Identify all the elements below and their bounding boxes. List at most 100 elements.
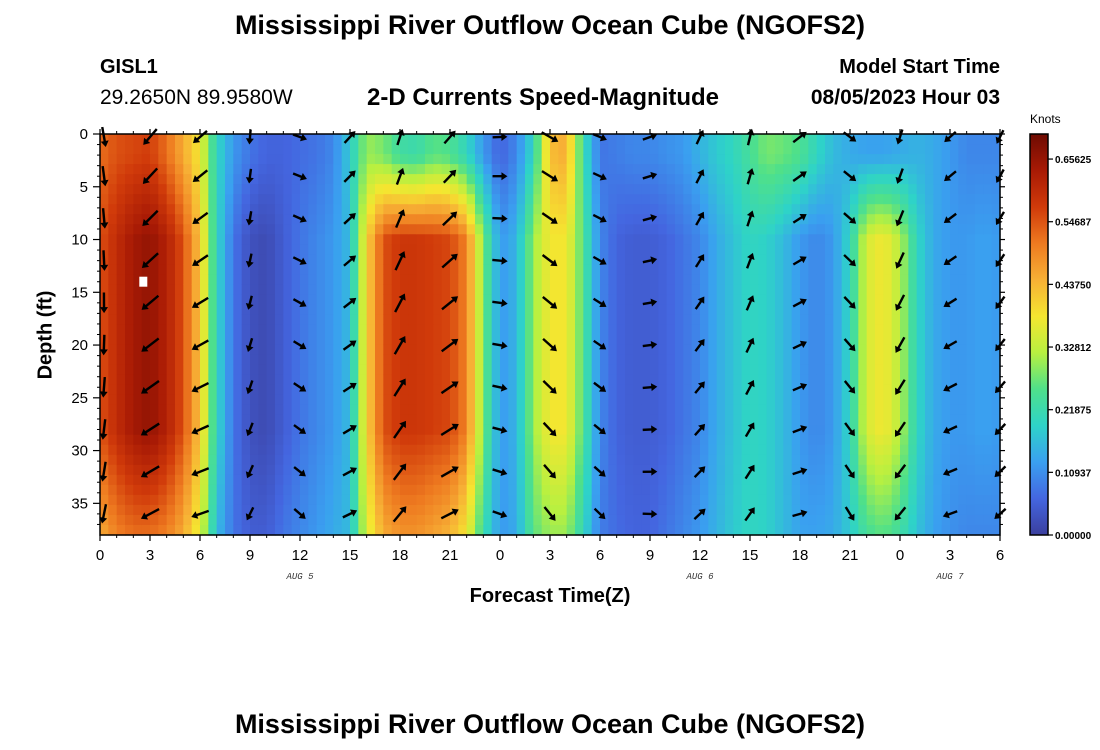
heatmap-cell <box>525 364 534 376</box>
heatmap-cell <box>725 194 734 205</box>
heatmap-cell <box>200 364 209 376</box>
heatmap-cell <box>833 224 843 235</box>
heatmap-cell <box>141 224 151 235</box>
heatmap-cell <box>100 154 109 165</box>
heatmap-cell <box>825 294 834 306</box>
heatmap-cell <box>225 514 234 526</box>
heatmap-cell <box>633 344 643 356</box>
heatmap-cell <box>516 454 526 466</box>
heatmap-cell <box>616 304 626 316</box>
heatmap-cell <box>425 454 434 466</box>
heatmap-cell <box>875 444 884 456</box>
heatmap-cell <box>575 464 584 476</box>
heatmap-cell <box>900 424 909 436</box>
heatmap-cell <box>475 474 484 486</box>
heatmap-cell <box>908 444 918 456</box>
heatmap-cell <box>800 414 809 426</box>
heatmap-cell <box>500 284 509 296</box>
heatmap-cell <box>758 414 768 426</box>
heatmap-cell <box>283 474 293 486</box>
heatmap-cell <box>991 194 1001 205</box>
heatmap-cell <box>791 444 801 456</box>
heatmap-cell <box>466 274 476 285</box>
heatmap-cell <box>250 244 259 255</box>
heatmap-cell <box>841 414 851 426</box>
heatmap-cell <box>250 414 259 426</box>
heatmap-cell <box>283 464 293 476</box>
heatmap-cell <box>700 474 709 486</box>
heatmap-cell <box>616 444 626 456</box>
heatmap-cell <box>625 344 634 356</box>
heatmap-cell <box>308 404 318 416</box>
heatmap-cell <box>666 444 676 456</box>
heatmap-cell <box>150 154 159 165</box>
heatmap-cell <box>166 144 176 155</box>
heatmap-cell <box>583 454 593 466</box>
heatmap-cell <box>991 494 1001 506</box>
heatmap-cell <box>341 214 351 225</box>
heatmap-cell <box>625 234 634 245</box>
heatmap-cell <box>375 194 384 205</box>
heatmap-cell <box>558 464 568 476</box>
heatmap-cell <box>250 274 259 285</box>
heatmap-cell <box>283 364 293 376</box>
heatmap-cell <box>266 474 276 486</box>
heatmap-cell <box>975 394 984 406</box>
heatmap-cell <box>383 254 393 265</box>
heatmap-cell <box>708 134 718 145</box>
heatmap-cell <box>650 274 659 285</box>
heatmap-cell <box>825 524 834 536</box>
heatmap-cell <box>391 184 401 195</box>
date-label: AUG 6 <box>685 572 714 582</box>
heatmap-cell <box>108 494 118 506</box>
heatmap-cell <box>625 144 634 155</box>
heatmap-cell <box>316 264 326 275</box>
heatmap-cell <box>141 464 151 476</box>
x-tick-label: 0 <box>496 547 504 564</box>
heatmap-cell <box>816 164 826 175</box>
heatmap-cell <box>858 494 868 506</box>
heatmap-cell <box>250 224 259 235</box>
heatmap-cell <box>583 384 593 396</box>
heatmap-cell <box>741 204 751 215</box>
heatmap-cell <box>850 254 859 265</box>
heatmap-cell <box>183 334 193 346</box>
heatmap-cell <box>991 234 1001 245</box>
heatmap-cell <box>800 184 809 195</box>
heatmap-cell <box>775 354 784 366</box>
heatmap-cell <box>991 414 1001 426</box>
heatmap-cell <box>425 154 434 165</box>
heatmap-cell <box>116 344 126 356</box>
heatmap-cell <box>158 174 168 185</box>
heatmap-cell <box>858 194 868 205</box>
heatmap-cell <box>183 484 193 496</box>
heatmap-cell <box>325 444 334 456</box>
heatmap-cell <box>475 134 484 145</box>
heatmap-cell <box>791 344 801 356</box>
heatmap-cell <box>283 384 293 396</box>
heatmap-cell <box>850 394 859 406</box>
heatmap-cell <box>158 464 168 476</box>
heatmap-cell <box>241 504 251 516</box>
heatmap-cell <box>483 214 493 225</box>
heatmap-cell <box>533 144 543 155</box>
x-tick-label: 18 <box>392 547 409 564</box>
heatmap-cell <box>825 414 834 426</box>
heatmap-cell <box>141 194 151 205</box>
heatmap-cell <box>933 524 943 536</box>
heatmap-cell <box>391 294 401 306</box>
heatmap-cell <box>141 354 151 366</box>
heatmap-cell <box>475 234 484 245</box>
heatmap-cell <box>450 274 459 285</box>
heatmap-cell <box>416 254 426 265</box>
heatmap-cell <box>716 434 726 446</box>
heatmap-cell <box>650 204 659 215</box>
heatmap-cell <box>158 394 168 406</box>
heatmap-cell <box>675 194 684 205</box>
heatmap-cell <box>800 204 809 215</box>
heatmap-cell <box>600 354 609 366</box>
heatmap-cell <box>758 264 768 275</box>
heatmap-cell <box>758 294 768 306</box>
current-arrow <box>99 334 108 356</box>
heatmap-cell <box>716 174 726 185</box>
